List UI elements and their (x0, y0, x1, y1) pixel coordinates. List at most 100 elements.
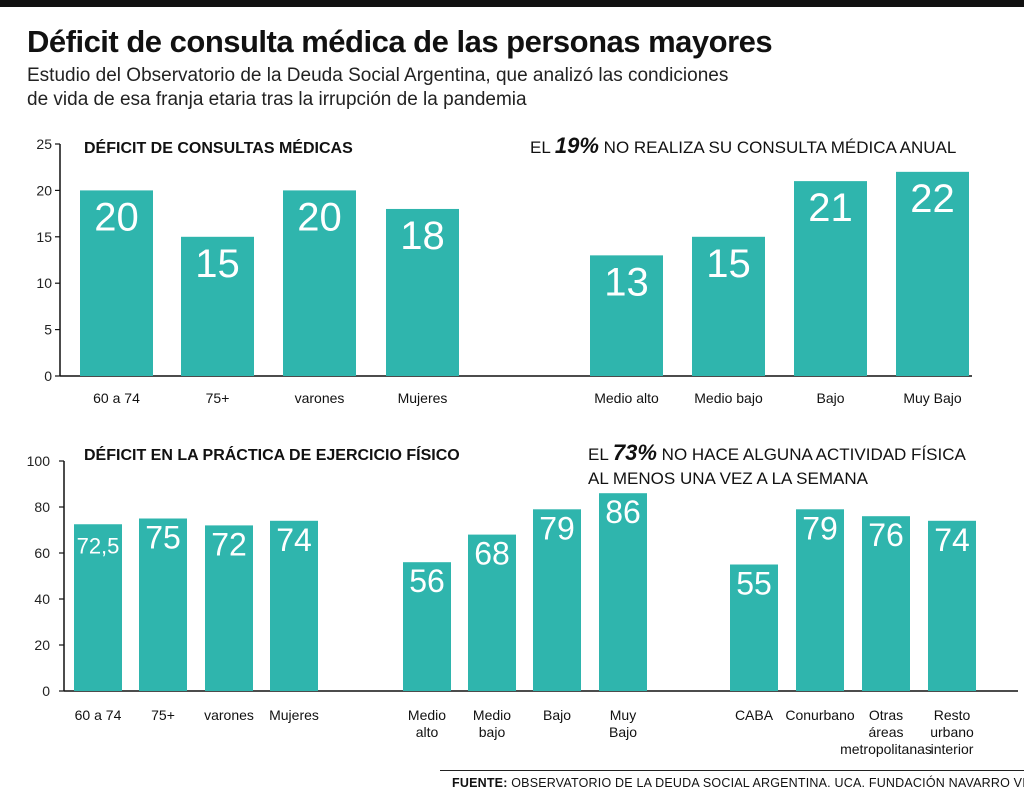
x-category-label: varones (295, 390, 345, 406)
x-category-label: bajo (479, 724, 506, 740)
bar-value-label: 68 (474, 536, 510, 572)
annotation-text: NO HACE ALGUNA ACTIVIDAD FÍSICA (657, 445, 967, 464)
y-tick-label: 40 (34, 591, 50, 607)
source-label: FUENTE: (452, 776, 508, 790)
x-category-label: Conurbano (785, 707, 854, 723)
x-category-label: Medio bajo (694, 390, 763, 406)
source-rule (440, 770, 1024, 771)
bar (896, 171, 969, 376)
annotation-prefix: EL (588, 445, 613, 464)
y-tick-label: 0 (44, 368, 52, 384)
x-category-label: 60 a 74 (93, 390, 140, 406)
bar (928, 520, 976, 691)
bar-value-label: 55 (736, 566, 772, 602)
x-category-label: 75+ (151, 707, 175, 723)
bar-value-label: 15 (706, 242, 751, 286)
annotation-prefix: EL (530, 138, 555, 157)
bar-value-label: 56 (409, 563, 445, 599)
annotation-text-line: AL MENOS UNA VEZ A LA SEMANA (588, 469, 869, 488)
x-category-label: Mujeres (269, 707, 319, 723)
bar-value-label: 13 (604, 260, 649, 304)
bar (270, 520, 318, 691)
bar (590, 255, 663, 376)
bar (862, 516, 910, 691)
x-category-label: Muy (610, 707, 636, 723)
x-category-label: Medio (473, 707, 511, 723)
bar-value-label: 72 (211, 526, 247, 562)
bar (139, 518, 187, 691)
bar (403, 562, 451, 691)
x-category-label: Bajo (543, 707, 571, 723)
x-category-label: interior (931, 741, 974, 757)
bar (205, 525, 253, 691)
chart-title: DÉFICIT EN LA PRÁCTICA DE EJERCICIO FÍSI… (84, 445, 460, 464)
x-category-label: varones (204, 707, 254, 723)
x-category-label: Medio alto (594, 390, 659, 406)
y-tick-label: 20 (36, 182, 52, 198)
chart-annotation: EL 73% NO HACE ALGUNA ACTIVIDAD FÍSICA (588, 440, 967, 465)
subtitle-line-1: Estudio del Observatorio de la Deuda Soc… (27, 65, 729, 86)
bar-value-label: 20 (297, 195, 342, 239)
bar-value-label: 15 (195, 242, 240, 286)
y-tick-label: 25 (36, 136, 52, 152)
page-subtitle: Estudio del Observatorio de la Deuda Soc… (27, 64, 927, 112)
bar-value-label: 75 (145, 520, 181, 556)
chart-annotation: EL 19% NO REALIZA SU CONSULTA MÉDICA ANU… (530, 133, 956, 158)
x-category-label: Bajo (816, 390, 844, 406)
x-category-label: urbano (930, 724, 974, 740)
bar (692, 236, 765, 376)
y-tick-label: 20 (34, 637, 50, 653)
page-title: Déficit de consulta médica de las person… (27, 24, 773, 59)
y-tick-label: 15 (36, 229, 52, 245)
bar (80, 190, 153, 376)
bar-value-label: 79 (802, 510, 838, 546)
x-category-label: metropolitanas (840, 741, 932, 757)
source-note: FUENTE: OBSERVATORIO DE LA DEUDA SOCIAL … (452, 776, 1024, 790)
bar-value-label: 20 (94, 195, 139, 239)
bar (386, 208, 459, 376)
x-category-label: Muy Bajo (903, 390, 962, 406)
y-tick-label: 60 (34, 545, 50, 561)
y-tick-label: 80 (34, 499, 50, 515)
annotation-text: NO REALIZA SU CONSULTA MÉDICA ANUAL (599, 138, 956, 157)
bar-value-label: 74 (276, 522, 312, 558)
x-category-label: Medio (408, 707, 446, 723)
bar-value-label: 21 (808, 186, 853, 230)
x-category-label: Bajo (609, 724, 637, 740)
x-category-label: Otras (869, 707, 903, 723)
bar (181, 236, 254, 376)
y-tick-label: 5 (44, 322, 52, 338)
bar-value-label: 72,5 (77, 533, 120, 558)
bar (283, 190, 356, 376)
y-tick-label: 100 (27, 453, 51, 469)
bar (533, 509, 581, 691)
bar (796, 509, 844, 691)
bar-value-label: 18 (400, 214, 445, 258)
x-category-label: alto (416, 724, 439, 740)
top-rule (0, 0, 1024, 7)
x-category-label: Mujeres (398, 390, 448, 406)
bar (794, 181, 867, 376)
bar-value-label: 22 (910, 177, 955, 221)
x-category-label: áreas (868, 724, 903, 740)
bar (74, 524, 122, 691)
subtitle-line-2: de vida de esa franja etaria tras la irr… (27, 89, 527, 110)
bar (730, 564, 778, 691)
bar-value-label: 74 (934, 522, 970, 558)
annotation-highlight: 19% (555, 133, 599, 158)
bar (468, 534, 516, 691)
bar-value-label: 86 (605, 494, 641, 530)
x-category-label: Resto (934, 707, 971, 723)
x-category-label: 60 a 74 (75, 707, 122, 723)
chart-title: DÉFICIT DE CONSULTAS MÉDICAS (84, 138, 353, 157)
source-text: OBSERVATORIO DE LA DEUDA SOCIAL ARGENTIN… (507, 776, 1024, 790)
y-tick-label: 0 (42, 683, 50, 699)
bar-value-label: 76 (868, 517, 904, 553)
bar (599, 493, 647, 691)
annotation-highlight: 73% (613, 440, 657, 465)
x-category-label: 75+ (206, 390, 230, 406)
y-tick-label: 10 (36, 275, 52, 291)
x-category-label: CABA (735, 707, 774, 723)
bar-value-label: 79 (539, 510, 575, 546)
